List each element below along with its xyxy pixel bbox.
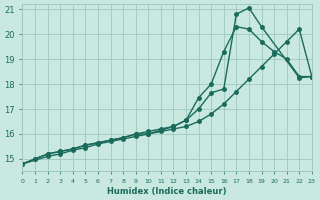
X-axis label: Humidex (Indice chaleur): Humidex (Indice chaleur) <box>108 187 227 196</box>
